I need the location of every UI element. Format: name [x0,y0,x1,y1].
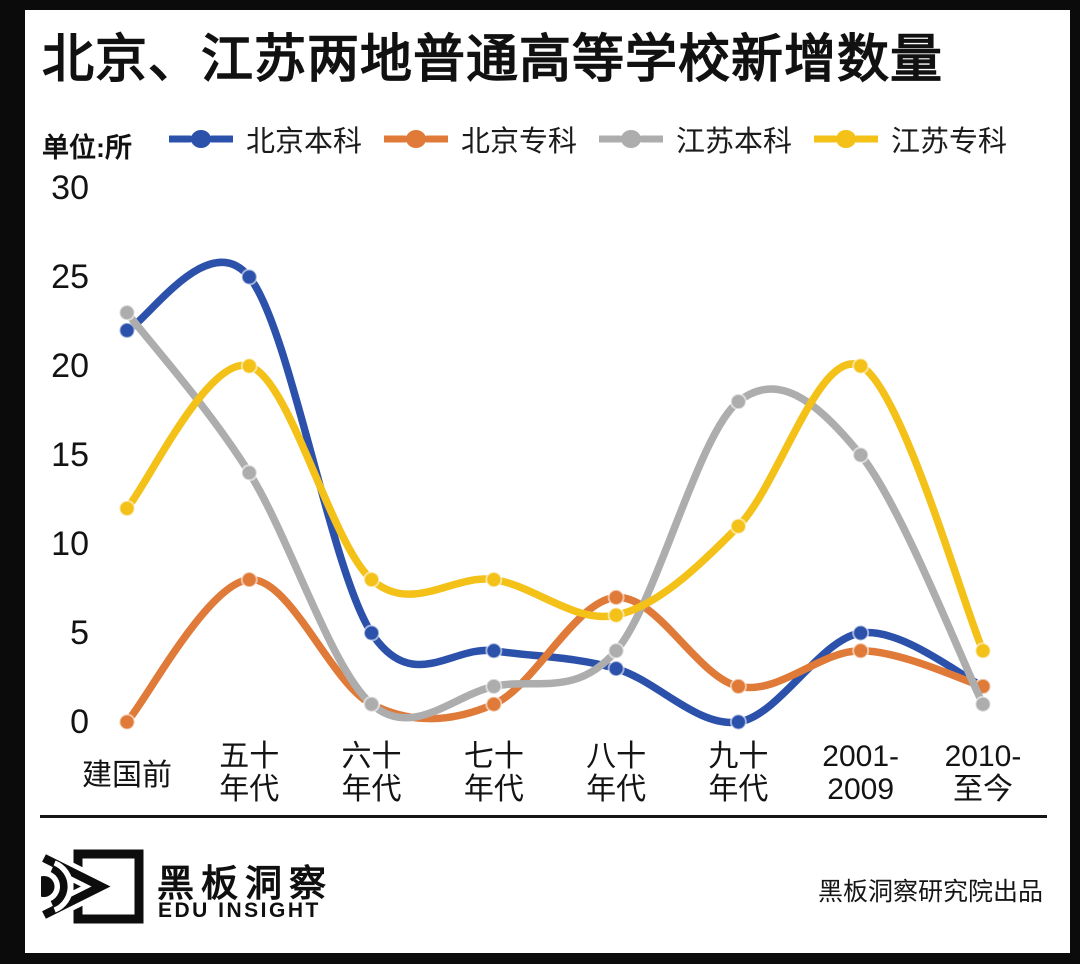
data-point-江苏专科 [118,499,136,517]
page-title: 北京、江苏两地普通高等学校新增数量 [42,31,944,89]
x-category-label: 2001- 2009 [822,740,900,806]
logo-title: 黑板洞察 [157,863,333,904]
x-category-label: 五十 年代 [219,740,280,806]
logo-subtitle: EDU INSIGHT [158,899,321,922]
chart-card: 北京、江苏两地普通高等学校新增数量 单位:所 北京本科 北京专科 [25,10,1070,953]
x-category-label: 九十 年代 [708,740,769,806]
legend-label: 北京本科 [246,126,363,158]
data-point-江苏专科 [729,517,747,535]
y-tick-label: 10 [51,525,89,563]
line-marker-icon [599,130,664,148]
legend-item-beijing-zhuanke: 北京专科 [384,118,577,160]
credit-text: 黑板洞察研究院出品 [817,878,1043,906]
data-point-北京本科 [118,321,136,339]
legend-item-jiangsu-benke: 江苏本科 [599,118,792,160]
data-point-北京本科 [729,713,747,731]
legend-item-jiangsu-zhuanke: 江苏专科 [814,118,1007,160]
y-tick-label: 20 [51,347,89,385]
data-point-江苏专科 [240,357,258,375]
data-point-江苏本科 [729,393,747,411]
eye-logo-icon [41,849,144,924]
x-category-label: 六十 年代 [341,740,402,806]
line-marker-icon [169,130,233,148]
line-marker-icon [814,130,879,148]
legend-label: 北京专科 [461,126,578,158]
data-point-北京本科 [852,624,870,642]
data-point-江苏专科 [485,571,503,589]
y-tick-label: 0 [70,703,89,741]
data-point-江苏本科 [118,304,136,322]
data-point-北京专科 [852,642,870,660]
data-point-江苏专科 [974,642,992,660]
data-point-江苏专科 [363,571,381,589]
unit-label: 单位:所 [42,133,132,163]
data-point-江苏专科 [607,606,625,624]
x-category-label: 建国前 [82,759,172,792]
data-point-江苏本科 [363,695,381,713]
x-category-label: 七十 年代 [463,740,524,806]
data-point-江苏本科 [485,677,503,695]
y-tick-label: 30 [51,169,89,207]
legend-item-beijing-benke: 北京本科 [169,118,362,160]
data-point-北京本科 [485,642,503,660]
legend-label: 江苏本科 [676,126,793,158]
y-tick-label: 25 [51,258,89,296]
data-point-北京本科 [240,268,258,286]
data-point-北京专科 [729,677,747,695]
line-marker-icon [384,130,449,148]
series-line-江苏专科 [123,360,987,655]
y-tick-label: 5 [70,614,89,652]
x-category-label: 2010- 至今 [944,740,1022,806]
chart-legend: 北京本科 北京专科 江苏本科 [169,118,1007,160]
data-point-江苏专科 [852,357,870,375]
data-point-江苏本科 [852,446,870,464]
data-point-北京专科 [118,713,136,731]
data-point-北京本科 [363,624,381,642]
legend-label: 江苏专科 [891,126,1008,158]
data-point-北京专科 [240,571,258,589]
data-point-江苏本科 [607,642,625,660]
data-point-江苏本科 [974,695,992,713]
footer-divider [40,815,1047,818]
y-tick-label: 15 [51,436,89,474]
data-point-北京专科 [485,695,503,713]
data-point-北京本科 [607,660,625,678]
data-point-江苏本科 [240,464,258,482]
data-point-北京专科 [607,588,625,606]
x-category-label: 八十 年代 [586,740,647,806]
series-line-北京本科 [123,258,987,727]
chart-canvas [118,258,992,731]
